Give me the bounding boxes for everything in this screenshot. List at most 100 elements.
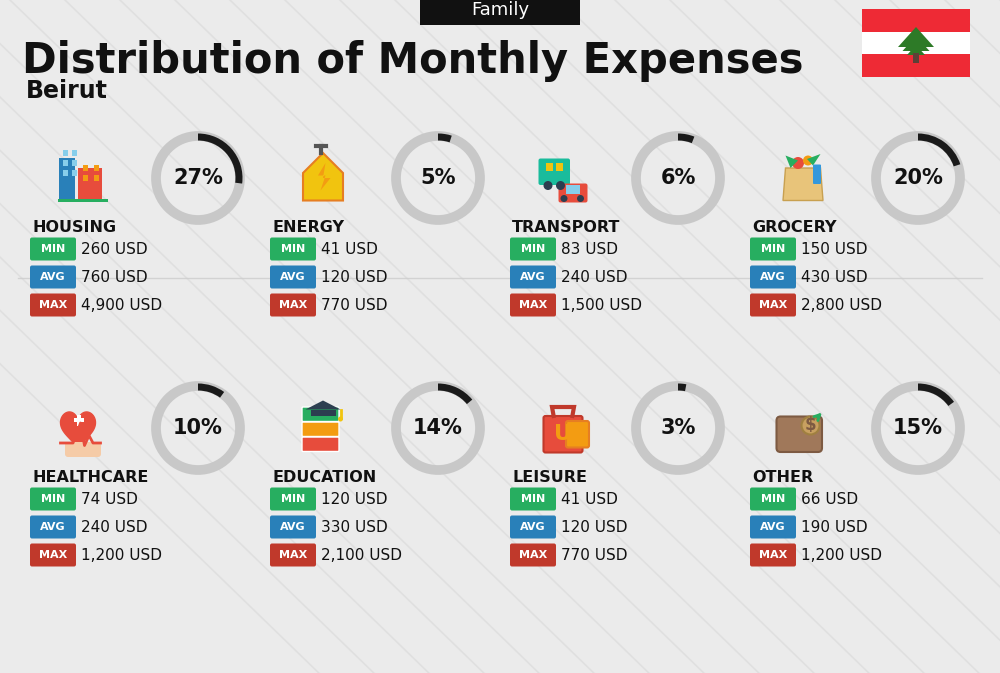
Polygon shape xyxy=(783,168,823,201)
Text: HOUSING: HOUSING xyxy=(32,221,116,236)
Text: AVG: AVG xyxy=(760,272,786,282)
Text: 2,800 USD: 2,800 USD xyxy=(801,297,882,312)
FancyBboxPatch shape xyxy=(30,544,76,567)
Text: 74 USD: 74 USD xyxy=(81,491,138,507)
FancyBboxPatch shape xyxy=(776,417,822,452)
Circle shape xyxy=(803,155,813,166)
Text: HEALTHCARE: HEALTHCARE xyxy=(32,470,148,485)
Text: AVG: AVG xyxy=(520,522,546,532)
Text: MAX: MAX xyxy=(759,300,787,310)
Text: 2,100 USD: 2,100 USD xyxy=(321,548,402,563)
Text: 120 USD: 120 USD xyxy=(561,520,628,534)
Text: 1,500 USD: 1,500 USD xyxy=(561,297,642,312)
FancyBboxPatch shape xyxy=(558,184,588,203)
Text: ENERGY: ENERGY xyxy=(272,221,344,236)
Text: MIN: MIN xyxy=(281,244,305,254)
Text: MAX: MAX xyxy=(39,550,67,560)
FancyBboxPatch shape xyxy=(59,158,75,201)
Text: 190 USD: 190 USD xyxy=(801,520,868,534)
FancyBboxPatch shape xyxy=(302,422,339,437)
Text: 770 USD: 770 USD xyxy=(321,297,388,312)
Polygon shape xyxy=(306,400,340,409)
FancyBboxPatch shape xyxy=(510,266,556,289)
FancyBboxPatch shape xyxy=(74,418,84,422)
Text: MIN: MIN xyxy=(521,244,545,254)
Polygon shape xyxy=(807,154,820,166)
Polygon shape xyxy=(61,412,95,451)
Text: Family: Family xyxy=(471,1,529,19)
Text: Distribution of Monthly Expenses: Distribution of Monthly Expenses xyxy=(22,40,804,82)
FancyBboxPatch shape xyxy=(94,174,99,180)
FancyBboxPatch shape xyxy=(302,407,339,421)
FancyBboxPatch shape xyxy=(30,516,76,538)
FancyBboxPatch shape xyxy=(546,163,553,170)
Text: AVG: AVG xyxy=(40,522,66,532)
FancyBboxPatch shape xyxy=(65,442,101,457)
Text: 240 USD: 240 USD xyxy=(81,520,148,534)
FancyBboxPatch shape xyxy=(510,516,556,538)
Text: MAX: MAX xyxy=(759,550,787,560)
FancyBboxPatch shape xyxy=(270,238,316,260)
Text: $: $ xyxy=(805,417,816,435)
FancyBboxPatch shape xyxy=(30,293,76,316)
FancyBboxPatch shape xyxy=(913,53,919,63)
Polygon shape xyxy=(303,153,343,201)
Text: 15%: 15% xyxy=(893,418,943,438)
FancyBboxPatch shape xyxy=(270,544,316,567)
Circle shape xyxy=(544,181,552,190)
Text: MAX: MAX xyxy=(519,300,547,310)
FancyBboxPatch shape xyxy=(30,238,76,260)
FancyBboxPatch shape xyxy=(750,544,796,567)
Text: MIN: MIN xyxy=(521,494,545,504)
FancyBboxPatch shape xyxy=(302,437,339,452)
FancyBboxPatch shape xyxy=(510,544,556,567)
Text: 3%: 3% xyxy=(660,418,696,438)
FancyBboxPatch shape xyxy=(813,164,821,184)
FancyBboxPatch shape xyxy=(310,409,336,415)
FancyBboxPatch shape xyxy=(270,516,316,538)
Text: AVG: AVG xyxy=(40,272,66,282)
FancyBboxPatch shape xyxy=(72,170,77,176)
FancyBboxPatch shape xyxy=(750,238,796,260)
Wedge shape xyxy=(198,384,224,398)
FancyBboxPatch shape xyxy=(862,55,970,77)
Text: OTHER: OTHER xyxy=(752,470,813,485)
FancyBboxPatch shape xyxy=(63,149,68,155)
Text: AVG: AVG xyxy=(760,522,786,532)
Text: 41 USD: 41 USD xyxy=(561,491,618,507)
Wedge shape xyxy=(198,133,242,184)
Text: 1,200 USD: 1,200 USD xyxy=(81,548,162,563)
Text: 240 USD: 240 USD xyxy=(561,269,628,285)
Polygon shape xyxy=(907,45,925,55)
FancyBboxPatch shape xyxy=(58,199,108,202)
Text: 760 USD: 760 USD xyxy=(81,269,148,285)
Text: MIN: MIN xyxy=(761,494,785,504)
Text: MAX: MAX xyxy=(279,300,307,310)
Text: EDUCATION: EDUCATION xyxy=(272,470,376,485)
Text: 260 USD: 260 USD xyxy=(81,242,148,256)
Text: MIN: MIN xyxy=(41,494,65,504)
FancyBboxPatch shape xyxy=(63,160,68,166)
Text: 41 USD: 41 USD xyxy=(321,242,378,256)
Text: 430 USD: 430 USD xyxy=(801,269,868,285)
Wedge shape xyxy=(678,384,686,391)
FancyBboxPatch shape xyxy=(72,149,77,155)
Text: 330 USD: 330 USD xyxy=(321,520,388,534)
FancyBboxPatch shape xyxy=(77,415,81,425)
Text: 4,900 USD: 4,900 USD xyxy=(81,297,162,312)
FancyBboxPatch shape xyxy=(270,293,316,316)
FancyBboxPatch shape xyxy=(63,170,68,176)
Text: MIN: MIN xyxy=(41,244,65,254)
Text: MIN: MIN xyxy=(281,494,305,504)
Text: 120 USD: 120 USD xyxy=(321,269,388,285)
FancyBboxPatch shape xyxy=(83,174,88,180)
Text: 66 USD: 66 USD xyxy=(801,491,858,507)
FancyBboxPatch shape xyxy=(72,160,77,166)
FancyBboxPatch shape xyxy=(750,516,796,538)
Text: AVG: AVG xyxy=(280,522,306,532)
FancyBboxPatch shape xyxy=(30,266,76,289)
Text: 27%: 27% xyxy=(173,168,223,188)
FancyBboxPatch shape xyxy=(420,0,580,25)
Text: AVG: AVG xyxy=(280,272,306,282)
FancyBboxPatch shape xyxy=(556,163,563,170)
